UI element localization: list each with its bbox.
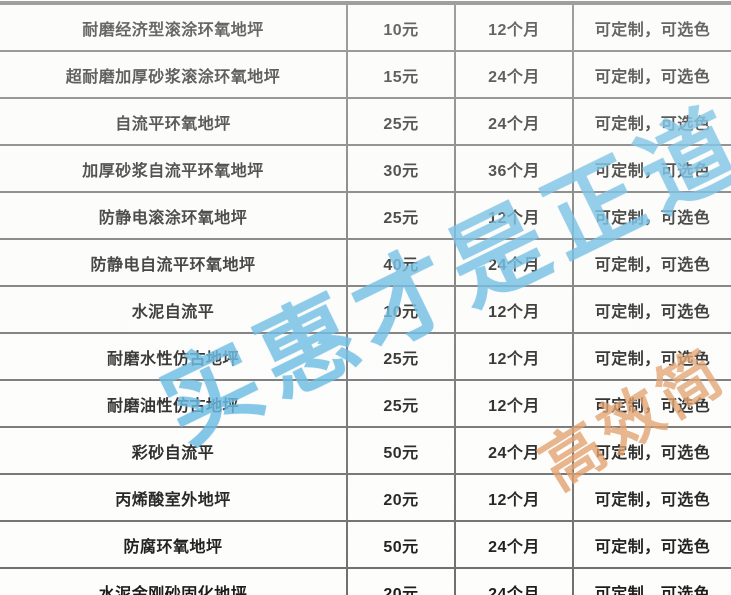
cell-name: 水泥自流平 [0,285,347,333]
cell-warranty: 12个月 [454,3,573,51]
table-row: 防静电自流平环氧地坪 40元 24个月 可定制，可选色 [0,238,731,286]
table-row: 防腐环氧地坪 50元 24个月 可定制，可选色 [0,520,731,568]
price-table: 耐磨经济型滚涂环氧地坪 10元 12个月 可定制，可选色 超耐磨加厚砂浆滚涂环氧地坪 15… [0,3,731,595]
cell-options: 可定制，可选色 [572,238,731,286]
cell-price: 50元 [346,426,455,474]
cell-price: 25元 [346,191,455,239]
table-row: 防静电滚涂环氧地坪 25元 12个月 可定制，可选色 [0,191,731,239]
table-row: 耐磨经济型滚涂环氧地坪 10元 12个月 可定制，可选色 [0,3,731,51]
cell-warranty: 12个月 [454,191,573,239]
cell-warranty: 12个月 [454,379,573,427]
cell-options: 可定制，可选色 [572,567,731,595]
cell-price: 50元 [346,520,455,568]
cell-warranty: 24个月 [454,238,573,286]
cell-options: 可定制，可选色 [572,426,731,474]
cell-name: 耐磨油性仿古地坪 [0,379,347,427]
cell-warranty: 24个月 [454,50,573,98]
cell-options: 可定制，可选色 [572,285,731,333]
cell-name: 防腐环氧地坪 [0,520,347,568]
cell-options: 可定制，可选色 [572,3,731,51]
cell-name: 防静电自流平环氧地坪 [0,238,347,286]
cell-warranty: 12个月 [454,285,573,333]
cell-warranty: 24个月 [454,426,573,474]
table-top-rule [0,1,731,3]
price-table-body: 耐磨经济型滚涂环氧地坪 10元 12个月 可定制，可选色 超耐磨加厚砂浆滚涂环氧地坪 15… [0,3,731,595]
cell-warranty: 36个月 [454,144,573,192]
cell-options: 可定制，可选色 [572,97,731,145]
cell-price: 15元 [346,50,455,98]
cell-warranty: 24个月 [454,520,573,568]
cell-price: 10元 [346,285,455,333]
cell-price: 25元 [346,332,455,380]
cell-price: 20元 [346,567,455,595]
cell-options: 可定制，可选色 [572,473,731,521]
cell-name: 耐磨水性仿古地坪 [0,332,347,380]
cell-price: 30元 [346,144,455,192]
cell-price: 25元 [346,379,455,427]
cell-name: 彩砂自流平 [0,426,347,474]
table-row: 自流平环氧地坪 25元 24个月 可定制，可选色 [0,97,731,145]
cell-name: 加厚砂浆自流平环氧地坪 [0,144,347,192]
cell-name: 水泥金刚砂固化地坪 [0,567,347,595]
cell-options: 可定制，可选色 [572,520,731,568]
table-row: 彩砂自流平 50元 24个月 可定制，可选色 [0,426,731,474]
cell-price: 20元 [346,473,455,521]
cell-options: 可定制，可选色 [572,50,731,98]
table-row: 水泥金刚砂固化地坪 20元 24个月 可定制，可选色 [0,567,731,595]
table-row: 耐磨水性仿古地坪 25元 12个月 可定制，可选色 [0,332,731,380]
cell-warranty: 12个月 [454,473,573,521]
cell-warranty: 24个月 [454,567,573,595]
cell-name: 耐磨经济型滚涂环氧地坪 [0,3,347,51]
cell-name: 防静电滚涂环氧地坪 [0,191,347,239]
cell-name: 自流平环氧地坪 [0,97,347,145]
cell-warranty: 12个月 [454,332,573,380]
cell-options: 可定制，可选色 [572,332,731,380]
cell-price: 40元 [346,238,455,286]
table-row: 水泥自流平 10元 12个月 可定制，可选色 [0,285,731,333]
table-row: 超耐磨加厚砂浆滚涂环氧地坪 15元 24个月 可定制，可选色 [0,50,731,98]
cell-price: 25元 [346,97,455,145]
cell-options: 可定制，可选色 [572,191,731,239]
cell-options: 可定制，可选色 [572,379,731,427]
table-row: 丙烯酸室外地坪 20元 12个月 可定制，可选色 [0,473,731,521]
cell-warranty: 24个月 [454,97,573,145]
table-row: 加厚砂浆自流平环氧地坪 30元 36个月 可定制，可选色 [0,144,731,192]
table-row: 耐磨油性仿古地坪 25元 12个月 可定制，可选色 [0,379,731,427]
cell-options: 可定制，可选色 [572,144,731,192]
cell-name: 丙烯酸室外地坪 [0,473,347,521]
cell-price: 10元 [346,3,455,51]
cell-name: 超耐磨加厚砂浆滚涂环氧地坪 [0,50,347,98]
